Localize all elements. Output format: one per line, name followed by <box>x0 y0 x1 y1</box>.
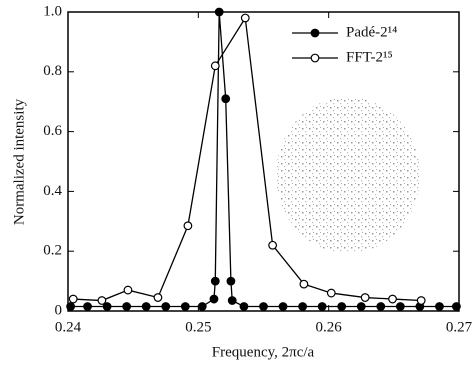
y-tick-label: 0 <box>55 302 63 318</box>
data-point <box>417 297 425 305</box>
data-point <box>124 286 132 294</box>
data-point <box>389 295 397 303</box>
data-point <box>327 289 335 297</box>
data-point <box>142 303 150 311</box>
data-point <box>222 95 230 103</box>
y-tick-label: 0.2 <box>43 243 62 259</box>
data-point <box>397 303 405 311</box>
data-point <box>357 303 365 311</box>
x-axis-label: Frequency, 2πc/a <box>212 344 315 360</box>
data-point <box>260 303 268 311</box>
data-point <box>211 277 219 285</box>
data-point <box>154 294 162 302</box>
data-point <box>98 297 106 305</box>
data-point <box>269 241 277 249</box>
data-point <box>162 303 170 311</box>
data-point <box>240 303 248 311</box>
data-point <box>453 303 461 311</box>
data-point <box>338 303 346 311</box>
legend-label: FFT-2¹⁵ <box>346 49 393 65</box>
data-point <box>211 62 219 70</box>
data-point <box>69 295 77 303</box>
x-tick-label: 0.25 <box>185 319 211 335</box>
data-point <box>182 303 190 311</box>
data-point <box>279 303 287 311</box>
data-point <box>227 277 235 285</box>
data-point <box>241 14 249 22</box>
data-point <box>215 8 223 16</box>
y-tick-label: 0.4 <box>43 183 62 199</box>
chart: Frequency, 2πc/a Normalized intensity 00… <box>0 0 476 371</box>
data-point <box>123 303 131 311</box>
x-tick-label: 0.26 <box>316 319 343 335</box>
y-tick-label: 1.0 <box>43 3 62 19</box>
data-point <box>361 294 369 302</box>
data-point <box>210 295 218 303</box>
legend-marker <box>311 54 319 62</box>
data-point <box>198 303 206 311</box>
data-point <box>299 303 307 311</box>
x-tick-label: 0.27 <box>446 319 473 335</box>
y-tick-label: 0.6 <box>43 123 62 139</box>
data-point <box>228 297 236 305</box>
data-point <box>318 303 326 311</box>
inset-image <box>276 97 420 253</box>
legend-label: Padé-2¹⁴ <box>346 24 397 40</box>
y-axis-label: Normalized intensity <box>11 98 27 225</box>
y-tick-label: 0.8 <box>43 63 62 79</box>
data-point <box>67 303 75 311</box>
legend-marker <box>311 29 319 37</box>
data-point <box>84 303 92 311</box>
data-point <box>377 303 385 311</box>
data-point <box>184 222 192 230</box>
data-point <box>300 280 308 288</box>
x-tick-label: 0.24 <box>55 319 82 335</box>
data-point <box>436 303 444 311</box>
